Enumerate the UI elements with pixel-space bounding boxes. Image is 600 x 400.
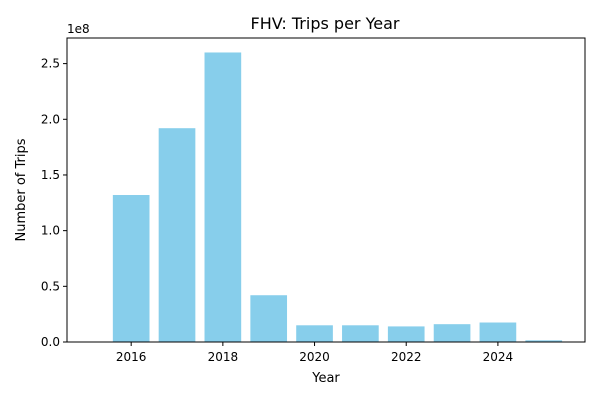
- y-axis-label: Number of Trips: [14, 138, 29, 241]
- bars-group: [112, 52, 563, 342]
- x-tick-label: 2016: [116, 350, 147, 364]
- bar-2023: [433, 324, 471, 342]
- y-axis-ticks: 0.0 0.5 1.0 1.5 2.0 2.5: [41, 57, 67, 349]
- x-axis-label: Year: [311, 371, 340, 386]
- y-tick-label: 2.0: [41, 112, 60, 126]
- y-tick-label: 0.5: [41, 279, 60, 293]
- bar-2021: [342, 325, 379, 342]
- y-axis-offset-label: 1e8: [67, 22, 90, 36]
- bar-2018: [204, 52, 242, 342]
- bar-2017: [158, 128, 196, 342]
- x-axis-ticks: 2016 2018 2020 2022 2024: [116, 342, 513, 364]
- bar-2016: [112, 195, 150, 342]
- x-tick-label: 2020: [299, 350, 330, 364]
- x-tick-label: 2022: [391, 350, 422, 364]
- bar-2025: [525, 340, 563, 342]
- y-tick-label: 1.5: [41, 168, 60, 182]
- bar-2024: [479, 322, 517, 342]
- chart-title: FHV: Trips per Year: [251, 14, 400, 33]
- bar-2022: [387, 326, 425, 342]
- x-tick-label: 2018: [208, 350, 239, 364]
- bar-2020: [296, 325, 333, 342]
- y-tick-label: 1.0: [41, 224, 60, 238]
- y-tick-label: 2.5: [41, 57, 60, 71]
- plot-area-frame: [66, 37, 586, 343]
- bar-2019: [250, 295, 288, 342]
- y-tick-label: 0.0: [41, 335, 60, 349]
- x-tick-label: 2024: [483, 350, 514, 364]
